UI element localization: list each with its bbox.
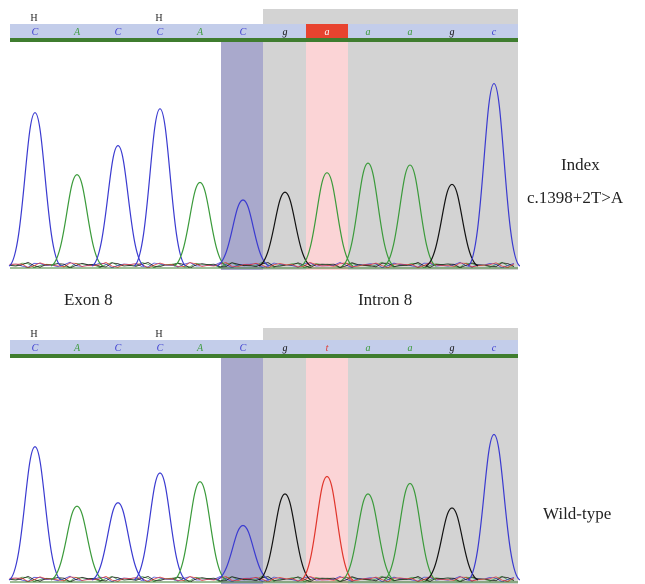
- het-marker: H: [30, 329, 37, 340]
- peak-c-1: [8, 112, 62, 267]
- base-call-c: C: [157, 27, 164, 38]
- exon-boundary-shading: [221, 354, 263, 584]
- base-call-a: a: [325, 27, 330, 38]
- base-call-c: C: [115, 27, 122, 38]
- base-call-a: a: [408, 27, 413, 38]
- wildtype-label: Wild-type: [543, 504, 612, 523]
- baseline-noise-trace: [9, 261, 515, 269]
- base-call-t: t: [326, 343, 329, 354]
- trace-top-rule: [10, 354, 518, 358]
- base-call-g: g: [283, 27, 288, 38]
- base-call-g: g: [450, 343, 455, 354]
- peak-a-10: [383, 482, 437, 581]
- index-label: Index: [561, 155, 600, 174]
- het-marker: H: [155, 13, 162, 24]
- exon-label: Exon 8: [64, 290, 113, 309]
- mutant-base-box: [306, 24, 348, 38]
- peak-c-6: [216, 199, 270, 267]
- peak-c-3: [91, 145, 145, 267]
- base-call-a: A: [196, 27, 204, 38]
- base-call-a: A: [73, 343, 81, 354]
- base-call-a: A: [196, 343, 204, 354]
- base-call-g: g: [450, 27, 455, 38]
- peak-c-1: [8, 446, 62, 581]
- peak-a-10: [383, 164, 437, 267]
- peak-a-2: [50, 505, 104, 581]
- trace-top-rule: [10, 38, 518, 42]
- baseline-noise-trace: [9, 575, 515, 583]
- base-call-a: a: [366, 343, 371, 354]
- het-marker: H: [30, 13, 37, 24]
- intron-shading: [263, 9, 518, 270]
- peak-c-12: [467, 433, 520, 581]
- peak-a-5: [173, 481, 227, 581]
- peak-t-8: [300, 475, 354, 581]
- peak-a-2: [50, 174, 104, 267]
- peak-c-4: [133, 108, 187, 267]
- base-call-c: C: [115, 343, 122, 354]
- base-call-bar: [10, 24, 518, 38]
- base-call-a: a: [408, 343, 413, 354]
- peak-a-5: [173, 181, 227, 267]
- peak-g-11: [425, 183, 479, 267]
- base-call-c: C: [240, 343, 247, 354]
- base-call-c: C: [32, 27, 39, 38]
- het-marker: H: [155, 329, 162, 340]
- base-call-a: A: [73, 27, 81, 38]
- peak-c-4: [133, 472, 187, 581]
- base-call-g: g: [283, 343, 288, 354]
- peak-g-11: [425, 507, 479, 581]
- peak-a-9: [341, 493, 395, 581]
- variant-label: c.1398+2T>A: [527, 188, 624, 207]
- peak-a-9: [341, 162, 395, 267]
- base-call-bar: [10, 340, 518, 354]
- peak-c-3: [91, 502, 145, 581]
- intron-label: Intron 8: [358, 290, 413, 309]
- base-call-c: C: [32, 343, 39, 354]
- base-call-c: C: [157, 343, 164, 354]
- intron-shading: [263, 328, 518, 584]
- peak-c-12: [467, 82, 520, 267]
- peak-g-7: [258, 191, 312, 267]
- peak-c-6: [216, 524, 270, 581]
- base-call-c: c: [492, 27, 497, 38]
- exon-boundary-shading: [221, 38, 263, 270]
- base-call-c: c: [492, 343, 497, 354]
- base-call-a: a: [366, 27, 371, 38]
- peak-a-8: [300, 172, 354, 267]
- peak-g-7: [258, 493, 312, 581]
- base-call-c: C: [240, 27, 247, 38]
